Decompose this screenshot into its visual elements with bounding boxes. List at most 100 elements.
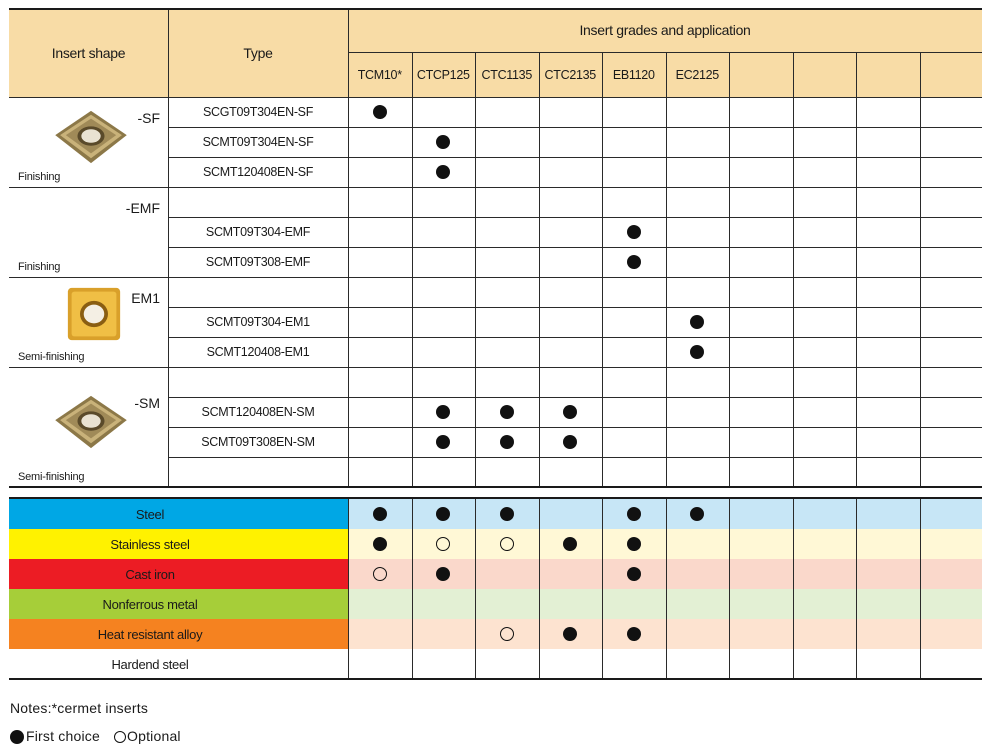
- first-choice-dot: [690, 345, 705, 359]
- first-choice-dot: [372, 105, 387, 119]
- first-choice-dot: [563, 537, 578, 551]
- type-cell: SCMT120408EN-SF: [202, 165, 314, 179]
- column-divider: [538, 52, 540, 487]
- row-divider: [168, 457, 982, 458]
- column-divider: [475, 499, 476, 679]
- material-row-tint: [348, 559, 982, 589]
- grade-column-header: [793, 52, 857, 97]
- first-choice-dot: [499, 507, 514, 521]
- column-divider: [919, 499, 921, 679]
- row-divider: [168, 127, 982, 128]
- grade-column-header: [729, 52, 793, 97]
- type-cell: [168, 277, 348, 307]
- shape-code-label: -SF: [137, 110, 160, 126]
- column-divider: [411, 499, 413, 679]
- column-divider: [729, 499, 730, 679]
- grade-column-header: EC2125: [675, 67, 720, 82]
- row-divider: [168, 427, 982, 428]
- material-swatch: [9, 649, 348, 679]
- type-cell: SCMT09T308EN-SM: [201, 435, 315, 449]
- first-choice-dot: [436, 135, 451, 149]
- column-divider: [475, 52, 476, 487]
- material-name: Nonferrous metal: [102, 596, 198, 612]
- material-row-tint: [348, 619, 982, 649]
- row-divider: [168, 397, 982, 398]
- first-choice-dot: [436, 405, 451, 419]
- first-choice-dot: [626, 537, 641, 551]
- table-body-bottom: [9, 486, 982, 488]
- group-divider: [9, 277, 982, 278]
- first-choice-dot: [626, 225, 641, 239]
- first-choice-dot: [372, 537, 387, 551]
- first-choice-dot: [372, 507, 387, 521]
- first-choice-dot: [626, 627, 641, 641]
- first-choice-dot: [436, 165, 451, 179]
- type-cell: [168, 187, 348, 217]
- column-divider: [538, 499, 540, 679]
- row-divider: [168, 307, 982, 308]
- column-divider: [602, 499, 603, 679]
- grade-column-header: [856, 52, 920, 97]
- material-name: Stainless steel: [110, 536, 190, 552]
- column-divider: [348, 8, 349, 487]
- first-choice-dot: [499, 435, 514, 449]
- material-row-tint: [348, 499, 982, 529]
- first-choice-dot: [563, 405, 578, 419]
- grade-column-header: CTC1135: [481, 67, 533, 82]
- optional-legend-circle: [114, 731, 126, 743]
- group-divider: [9, 367, 982, 368]
- first-choice-dot: [690, 507, 705, 521]
- grade-column-header: CTCP125: [416, 67, 470, 82]
- material-swatch: [9, 589, 348, 619]
- material-swatch: [9, 529, 348, 559]
- header-insert-shape: Insert shape: [51, 44, 126, 61]
- usage-label: Semi-finishing: [18, 471, 85, 483]
- material-swatch: [9, 619, 348, 649]
- type-cell: SCMT09T304-EM1: [206, 315, 310, 329]
- column-divider: [665, 499, 667, 679]
- column-divider: [792, 52, 794, 487]
- column-divider: [168, 8, 169, 487]
- optional-circle: [499, 627, 514, 641]
- grade-column-header: TCM10*: [357, 67, 402, 82]
- first-choice-dot: [499, 405, 514, 419]
- type-cell: SCMT120408-EM1: [206, 345, 310, 359]
- row-divider: [168, 247, 982, 248]
- shape-code-label: EM1: [131, 290, 160, 306]
- header-divider: [348, 52, 982, 53]
- first-choice-dot: [563, 627, 578, 641]
- header-bottom-border: [9, 97, 982, 98]
- optional-circle: [436, 537, 451, 551]
- row-divider: [168, 217, 982, 218]
- notes-line: Notes:*cermet inserts: [10, 700, 149, 716]
- type-cell: SCGT09T304EN-SF: [202, 105, 314, 119]
- type-cell: SCMT09T308-EMF: [205, 255, 311, 269]
- material-name: Cast iron: [125, 566, 175, 582]
- material-name: Heat resistant alloy: [97, 626, 203, 642]
- shape-code-label: -SM: [134, 395, 160, 411]
- column-divider: [411, 52, 413, 487]
- usage-label: Semi-finishing: [18, 351, 85, 363]
- grade-column-header: CTC2135: [544, 67, 597, 82]
- type-cell: [168, 367, 348, 397]
- material-name: Steel: [135, 506, 165, 522]
- first-choice-dot: [563, 435, 578, 449]
- shape-code-label: -EMF: [125, 200, 160, 216]
- type-cell: SCMT09T304-EMF: [205, 225, 311, 239]
- materials-bottom-border: [9, 678, 982, 680]
- first-choice-dot: [626, 255, 641, 269]
- first-choice-dot: [436, 567, 451, 581]
- table-top-border: [9, 8, 982, 10]
- optional-label: Optional: [127, 728, 181, 744]
- header-grades-title: Insert grades and application: [579, 22, 751, 38]
- rhombic-insert-icon: [55, 110, 127, 164]
- column-divider: [919, 52, 921, 487]
- type-cell: [168, 457, 348, 487]
- type-cell: SCMT09T304EN-SF: [202, 135, 314, 149]
- rhombic-insert-icon: [55, 395, 127, 449]
- column-divider: [348, 499, 349, 679]
- grade-column-header: EB1120: [612, 67, 655, 82]
- row-divider: [168, 157, 982, 158]
- first-choice-dot: [690, 315, 705, 329]
